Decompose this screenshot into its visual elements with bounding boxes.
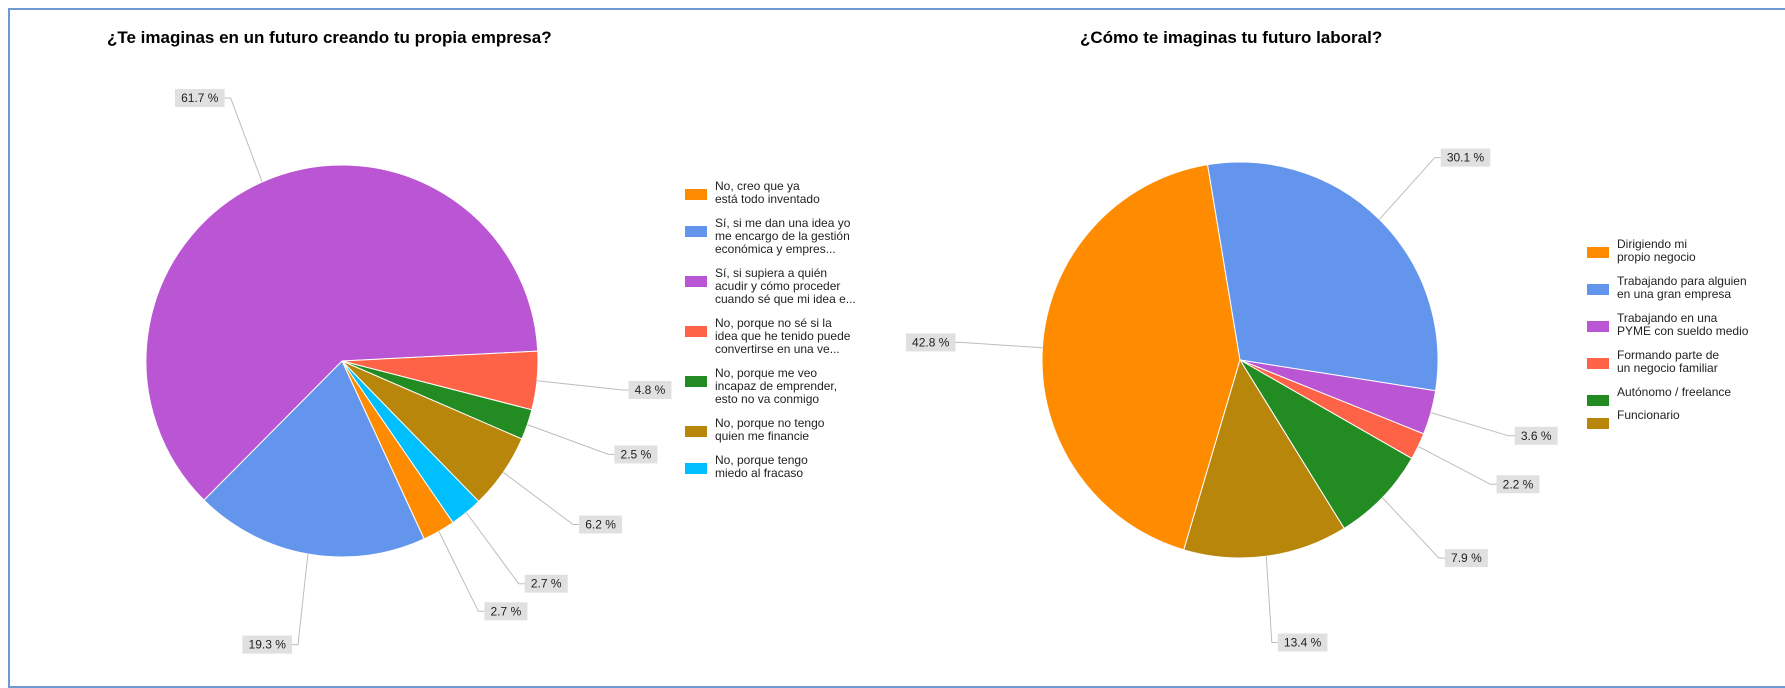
legend-label: Sí, si supiera a quién acudir y cómo proc…: [715, 266, 856, 306]
svg-text:2.2 %: 2.2 %: [1503, 477, 1534, 491]
pie-slice-1-2[interactable]: [203, 360, 425, 558]
legend-swatch: [685, 463, 707, 474]
legend-swatch: [685, 326, 707, 337]
svg-text:4.8 %: 4.8 %: [635, 383, 666, 397]
svg-text:2.5 %: 2.5 %: [621, 447, 652, 461]
legend-swatch: [685, 376, 707, 387]
svg-text:6.2 %: 6.2 %: [585, 518, 616, 532]
pct-label-1-2: 19.3 %: [242, 553, 309, 654]
legend-item-2-5[interactable]: Autónomo / freelance: [1587, 385, 1731, 406]
pct-label-1-6: 6.2 %: [503, 471, 623, 534]
legend-swatch: [685, 189, 707, 200]
svg-text:2.7 %: 2.7 %: [531, 577, 562, 591]
legend-label: Autónomo / freelance: [1617, 385, 1731, 399]
legend-label: Formando parte de un negocio familiar: [1617, 348, 1719, 375]
legend-item-1-5[interactable]: No, porque me veo incapaz de emprender, es…: [685, 366, 837, 406]
legend-item-2-2[interactable]: Trabajando para alguien en una gran empre…: [1587, 274, 1747, 301]
legend-label: No, creo que ya está todo inventado: [715, 179, 820, 206]
svg-text:3.6 %: 3.6 %: [1521, 429, 1552, 443]
legend-label: No, porque tengo miedo al fracaso: [715, 453, 808, 480]
charts-canvas: 2.7 % 19.3 % 61.7 % 4.8 % 2.5 % 6.2 % 2.7 % No,…: [145, 89, 1749, 654]
pct-label-2-6: 13.4 %: [1265, 556, 1328, 652]
pct-label-2-1: 42.8 %: [905, 333, 1043, 352]
legend-item-2-1[interactable]: Dirigiendo mi propio negocio: [1587, 237, 1696, 264]
legend-item-2-6[interactable]: Funcionario: [1587, 408, 1680, 429]
pie-chart-2: 42.8 % 30.1 % 3.6 % 2.2 % 7.9 % 13.4 % Dirigie…: [905, 148, 1749, 652]
pie-slice-2-6[interactable]: [1183, 358, 1345, 559]
svg-text:13.4 %: 13.4 %: [1284, 636, 1322, 650]
pie-slice-2-5[interactable]: [1239, 359, 1413, 530]
legend-swatch: [1587, 321, 1609, 332]
legend-label: Funcionario: [1617, 408, 1680, 422]
legend-item-2-4[interactable]: Formando parte de un negocio familiar: [1587, 348, 1719, 375]
chart-title-empresa: ¿Te imaginas en un futuro creando tu pro…: [107, 28, 552, 47]
legend-item-1-6[interactable]: No, porque no tengo quien me financie: [685, 416, 825, 443]
legend-swatch: [685, 426, 707, 437]
pct-label-2-2: 30.1 %: [1379, 148, 1491, 220]
svg-text:19.3 %: 19.3 %: [249, 638, 287, 652]
legend-label: Dirigiendo mi propio negocio: [1617, 237, 1696, 264]
legend-item-1-7[interactable]: No, porque tengo miedo al fracaso: [685, 453, 808, 480]
pie-slice-2-2[interactable]: [1207, 161, 1439, 392]
pct-label-1-3: 61.7 %: [175, 89, 263, 183]
legend-label: No, porque me veo incapaz de emprender, es…: [715, 366, 837, 406]
pct-label-2-5: 7.9 %: [1381, 497, 1488, 568]
pie-chart-1: 2.7 % 19.3 % 61.7 % 4.8 % 2.5 % 6.2 % 2.7 % No,…: [145, 89, 856, 654]
legend-label: Sí, si me dan una idea yo me encargo de l…: [715, 216, 851, 256]
legend-swatch: [1587, 284, 1609, 295]
pct-label-2-4: 2.2 %: [1417, 445, 1540, 494]
svg-text:7.9 %: 7.9 %: [1451, 551, 1482, 565]
pct-label-1-7: 2.7 %: [465, 512, 568, 593]
pct-label-1-1: 2.7 %: [438, 531, 528, 621]
legend-swatch: [1587, 247, 1609, 258]
legend-swatch: [685, 226, 707, 237]
pct-label-1-5: 2.5 %: [527, 424, 658, 464]
legend-item-1-2[interactable]: Sí, si me dan una idea yo me encargo de l…: [685, 216, 851, 256]
svg-text:42.8 %: 42.8 %: [912, 335, 950, 349]
svg-text:30.1 %: 30.1 %: [1447, 151, 1485, 165]
legend-label: No, porque no sé si la idea que he tenido…: [715, 316, 851, 356]
legend-item-1-3[interactable]: Sí, si supiera a quién acudir y cómo proc…: [685, 266, 856, 306]
legend-swatch: [1587, 395, 1609, 406]
svg-text:2.7 %: 2.7 %: [491, 604, 522, 618]
pie-slice-1-3[interactable]: [145, 164, 539, 501]
chart-title-futuro-laboral: ¿Cómo te imaginas tu futuro laboral?: [1080, 28, 1383, 47]
pct-label-2-3: 3.6 %: [1430, 412, 1558, 445]
legend-item-1-4[interactable]: No, porque no sé si la idea que he tenido…: [685, 316, 851, 356]
legend-item-2-3[interactable]: Trabajando en una PYME con sueldo medio: [1587, 311, 1749, 338]
legend-swatch: [685, 276, 707, 287]
legend-label: Trabajando para alguien en una gran empre…: [1617, 274, 1747, 301]
svg-text:61.7 %: 61.7 %: [181, 91, 219, 105]
legend-label: No, porque no tengo quien me financie: [715, 416, 825, 443]
legend-swatch: [1587, 418, 1609, 429]
legend-label: Trabajando en una PYME con sueldo medio: [1617, 311, 1749, 338]
pct-label-1-4: 4.8 %: [536, 380, 672, 399]
legend-swatch: [1587, 358, 1609, 369]
legend-item-1-1[interactable]: No, creo que ya está todo inventado: [685, 179, 820, 206]
